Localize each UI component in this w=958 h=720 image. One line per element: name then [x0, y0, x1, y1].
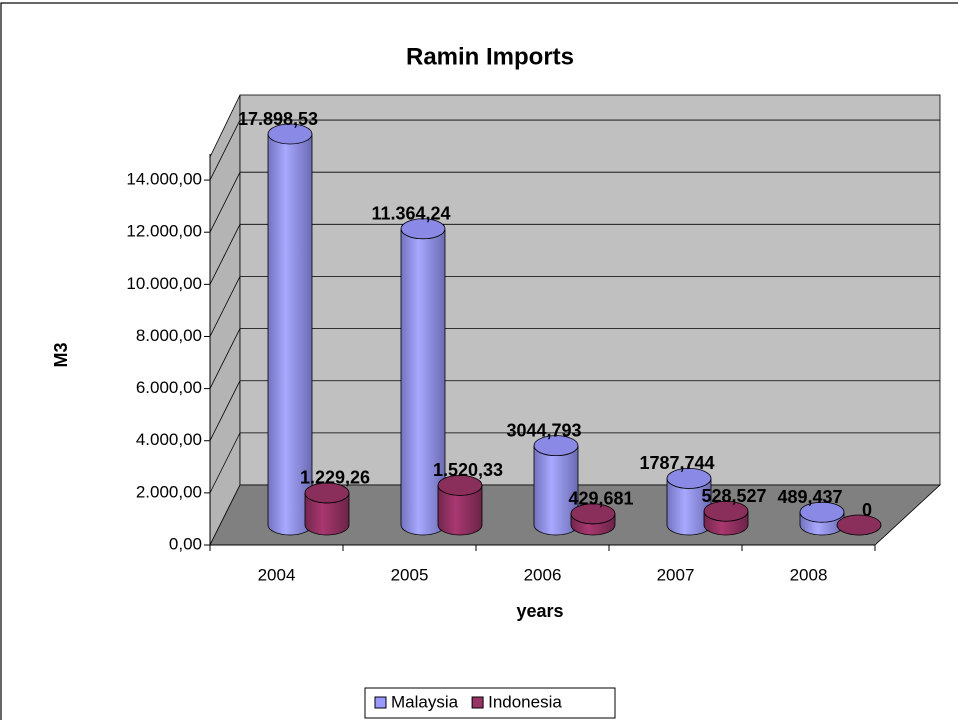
cylinder	[400, 218, 446, 536]
bar-cut	[267, 123, 313, 145]
legend-box	[364, 687, 616, 719]
grid-line	[209, 432, 241, 494]
x-tick-label: 2005	[391, 565, 429, 584]
cylinder	[533, 435, 579, 536]
legend-label: Indonesia	[488, 692, 562, 711]
back-wall	[239, 94, 941, 486]
x-tick-label: 2007	[657, 565, 695, 584]
legend-swatch	[374, 696, 387, 709]
grid-line	[209, 276, 241, 337]
x-tick-label: 2004	[258, 565, 296, 584]
cylinder	[703, 500, 749, 536]
bar-top	[836, 514, 882, 536]
bar-top	[400, 218, 446, 240]
bar-top	[533, 435, 579, 457]
value-label: 0	[862, 500, 872, 520]
grid-line	[209, 224, 241, 285]
bar-top	[437, 474, 483, 496]
value-label: 1787,744	[639, 453, 714, 473]
bar-top	[666, 467, 712, 489]
x-axis-title: years	[516, 601, 563, 621]
value-label: 1.520,33	[433, 460, 503, 480]
y-tick-label: 4.000,00	[136, 430, 202, 449]
chart-title: Ramin Imports	[406, 43, 574, 70]
y-tick-label: 2.000,00	[136, 482, 202, 501]
value-label: 528,527	[701, 486, 766, 506]
grid-line	[209, 119, 241, 181]
bar-top	[799, 501, 845, 523]
y-tick-label: 10.000,00	[126, 274, 202, 293]
side-wall	[209, 94, 241, 546]
y-tick-label: 14.000,00	[126, 170, 202, 189]
bar-top	[570, 503, 616, 525]
y-tick-label: 8.000,00	[136, 326, 202, 345]
legend-label: Malaysia	[391, 692, 459, 711]
bar-top	[304, 482, 350, 504]
grid-line	[209, 328, 241, 389]
value-label: 1.229,26	[300, 468, 370, 488]
cylinder	[836, 514, 882, 536]
value-label: 11.364,24	[371, 204, 450, 224]
value-label: 17.898,53	[238, 109, 318, 129]
legend-swatch	[471, 696, 484, 709]
cylinder	[437, 474, 483, 536]
value-label: 3044,793	[506, 420, 581, 440]
y-tick-label: 6.000,00	[136, 378, 202, 397]
legend: Malaysia Indonesia	[364, 687, 616, 719]
value-label: 429,681	[568, 489, 633, 509]
y-axis-title: M3	[51, 342, 71, 367]
grid-line	[209, 380, 241, 441]
grid-line	[209, 172, 241, 233]
bar-top	[703, 500, 749, 522]
cylinder	[666, 467, 712, 536]
y-tick-label: 12.000,00	[126, 222, 202, 241]
value-label: 489,437	[777, 487, 842, 507]
cylinder	[799, 501, 845, 536]
cylinder	[570, 503, 616, 536]
x-tick-label: 2008	[790, 565, 828, 584]
y-tick-label: 0,00	[169, 534, 202, 553]
cylinder	[304, 482, 350, 536]
x-tick-label: 2006	[524, 565, 562, 584]
